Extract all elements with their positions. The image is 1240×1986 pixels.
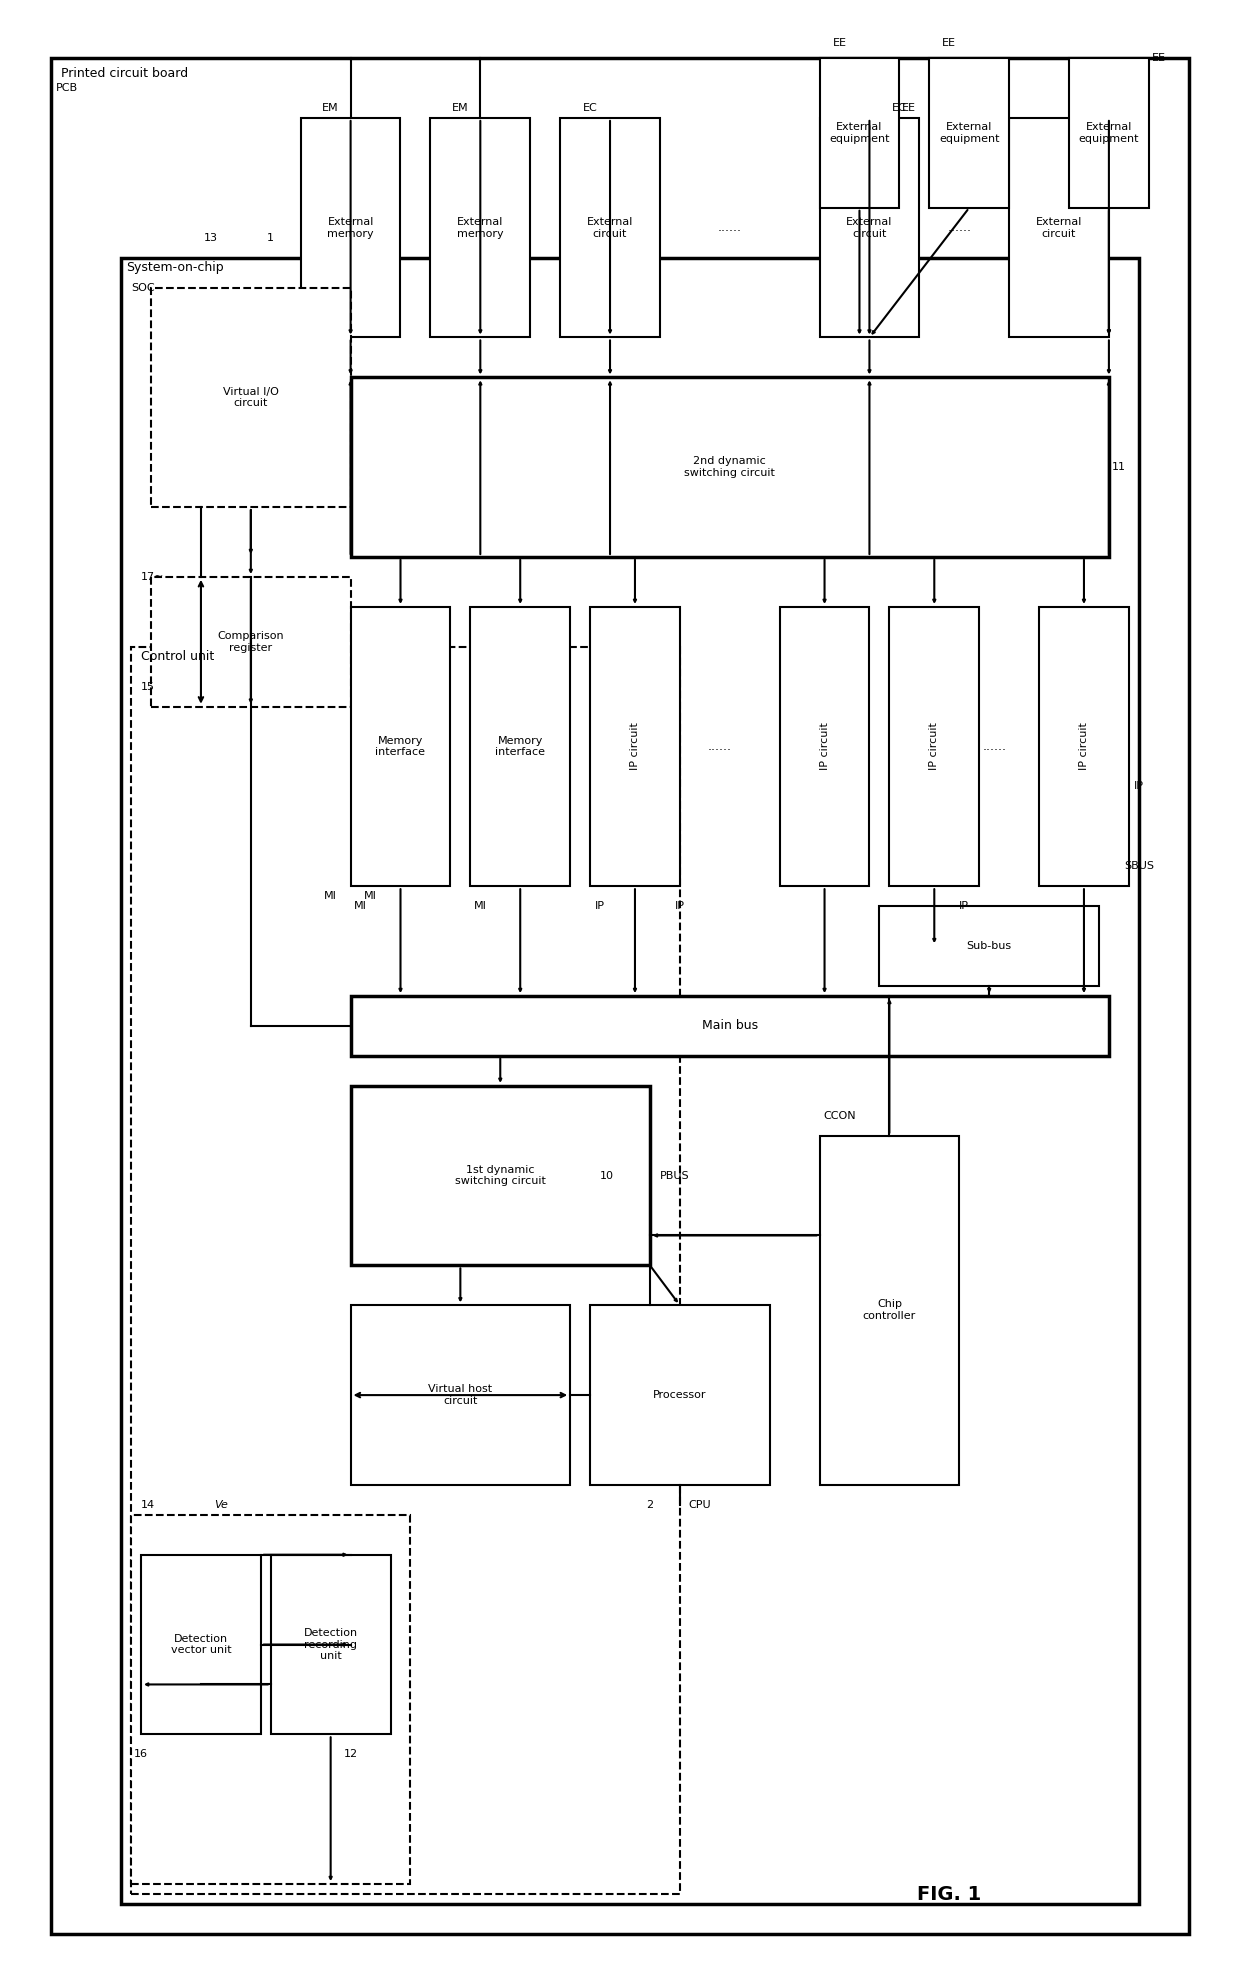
Text: EC: EC xyxy=(583,103,598,113)
Text: EM: EM xyxy=(453,103,469,113)
Bar xyxy=(351,1086,650,1265)
Bar xyxy=(590,1305,770,1486)
Text: 2: 2 xyxy=(646,1499,653,1509)
Text: MI: MI xyxy=(474,902,487,912)
Bar xyxy=(270,1555,391,1734)
Text: 13: 13 xyxy=(203,232,218,242)
Text: Printed circuit board: Printed circuit board xyxy=(61,68,188,79)
Text: Memory
interface: Memory interface xyxy=(376,735,425,757)
Text: 16: 16 xyxy=(134,1750,148,1760)
Bar xyxy=(820,117,919,338)
Text: External
circuit: External circuit xyxy=(587,216,634,238)
Text: IP: IP xyxy=(595,902,605,912)
Text: IP circuit: IP circuit xyxy=(1079,723,1089,771)
Bar xyxy=(151,288,351,506)
Bar xyxy=(470,608,570,886)
Text: Virtual I/O
circuit: Virtual I/O circuit xyxy=(223,387,279,409)
Bar xyxy=(780,608,869,886)
Text: Detection
recording
unit: Detection recording unit xyxy=(304,1629,357,1660)
Text: 11: 11 xyxy=(1112,463,1126,473)
Bar xyxy=(879,906,1099,985)
Text: Comparison
register: Comparison register xyxy=(217,632,284,653)
Bar xyxy=(151,578,351,707)
Text: MI: MI xyxy=(365,892,377,902)
Bar xyxy=(430,117,531,338)
Text: IP: IP xyxy=(1133,780,1143,792)
Text: 2nd dynamic
switching circuit: 2nd dynamic switching circuit xyxy=(684,457,775,479)
Bar xyxy=(351,377,1109,556)
Text: Main bus: Main bus xyxy=(702,1019,758,1033)
Text: EC: EC xyxy=(892,103,906,113)
Bar xyxy=(889,608,980,886)
Bar xyxy=(131,647,680,1895)
Text: IP circuit: IP circuit xyxy=(820,723,830,771)
Bar xyxy=(351,608,450,886)
Text: Ve: Ve xyxy=(215,1499,228,1509)
Bar xyxy=(1039,608,1128,886)
Text: SBUS: SBUS xyxy=(1123,862,1154,872)
Text: IP: IP xyxy=(960,902,970,912)
Text: External
equipment: External equipment xyxy=(830,121,890,143)
Text: IP circuit: IP circuit xyxy=(929,723,939,771)
Text: External
circuit: External circuit xyxy=(1035,216,1083,238)
Bar xyxy=(351,1305,570,1486)
Text: Virtual host
circuit: Virtual host circuit xyxy=(428,1384,492,1406)
Text: EE: EE xyxy=(832,38,847,48)
Text: Control unit: Control unit xyxy=(141,649,215,663)
Text: System-on-chip: System-on-chip xyxy=(126,260,223,274)
Text: External
equipment: External equipment xyxy=(939,121,999,143)
Text: Memory
interface: Memory interface xyxy=(495,735,546,757)
Text: MI: MI xyxy=(324,892,337,902)
Bar xyxy=(820,1136,960,1486)
Text: 1: 1 xyxy=(268,232,274,242)
Bar xyxy=(820,58,899,209)
Text: Detection
vector unit: Detection vector unit xyxy=(171,1634,231,1656)
Text: External
equipment: External equipment xyxy=(1079,121,1140,143)
Bar xyxy=(560,117,660,338)
Text: 14: 14 xyxy=(141,1499,155,1509)
Bar xyxy=(122,258,1138,1905)
Text: EE: EE xyxy=(903,103,916,113)
Text: Chip
controller: Chip controller xyxy=(863,1299,916,1321)
Text: 15: 15 xyxy=(141,681,155,691)
Text: ......: ...... xyxy=(718,220,742,234)
Text: CPU: CPU xyxy=(688,1499,711,1509)
Text: EM: EM xyxy=(322,103,339,113)
Text: EE: EE xyxy=(942,38,956,48)
Bar xyxy=(141,1555,260,1734)
Text: MI: MI xyxy=(355,902,367,912)
Bar xyxy=(301,117,401,338)
Text: External
memory: External memory xyxy=(327,216,374,238)
Text: External
memory: External memory xyxy=(458,216,503,238)
Bar xyxy=(929,58,1009,209)
Text: CCON: CCON xyxy=(823,1110,856,1120)
Text: ......: ...... xyxy=(982,741,1006,753)
Text: Processor: Processor xyxy=(653,1390,707,1400)
Bar xyxy=(590,608,680,886)
Text: PBUS: PBUS xyxy=(660,1170,689,1180)
Text: FIG. 1: FIG. 1 xyxy=(918,1885,981,1905)
Text: EE: EE xyxy=(1152,54,1166,64)
Bar xyxy=(351,997,1109,1057)
Text: 17~: 17~ xyxy=(141,572,165,582)
Text: Sub-bus: Sub-bus xyxy=(967,941,1012,951)
Text: IP circuit: IP circuit xyxy=(630,723,640,771)
Text: IP: IP xyxy=(675,902,684,912)
Bar xyxy=(131,1515,410,1885)
Bar xyxy=(1069,58,1148,209)
Text: External
circuit: External circuit xyxy=(846,216,893,238)
Text: 12: 12 xyxy=(343,1750,357,1760)
Text: PCB: PCB xyxy=(56,83,78,93)
Text: ......: ...... xyxy=(947,220,971,234)
Text: 1st dynamic
switching circuit: 1st dynamic switching circuit xyxy=(455,1166,546,1186)
Text: ......: ...... xyxy=(708,741,732,753)
Text: 10: 10 xyxy=(600,1170,614,1180)
Text: SOC: SOC xyxy=(131,282,155,292)
Bar xyxy=(1009,117,1109,338)
